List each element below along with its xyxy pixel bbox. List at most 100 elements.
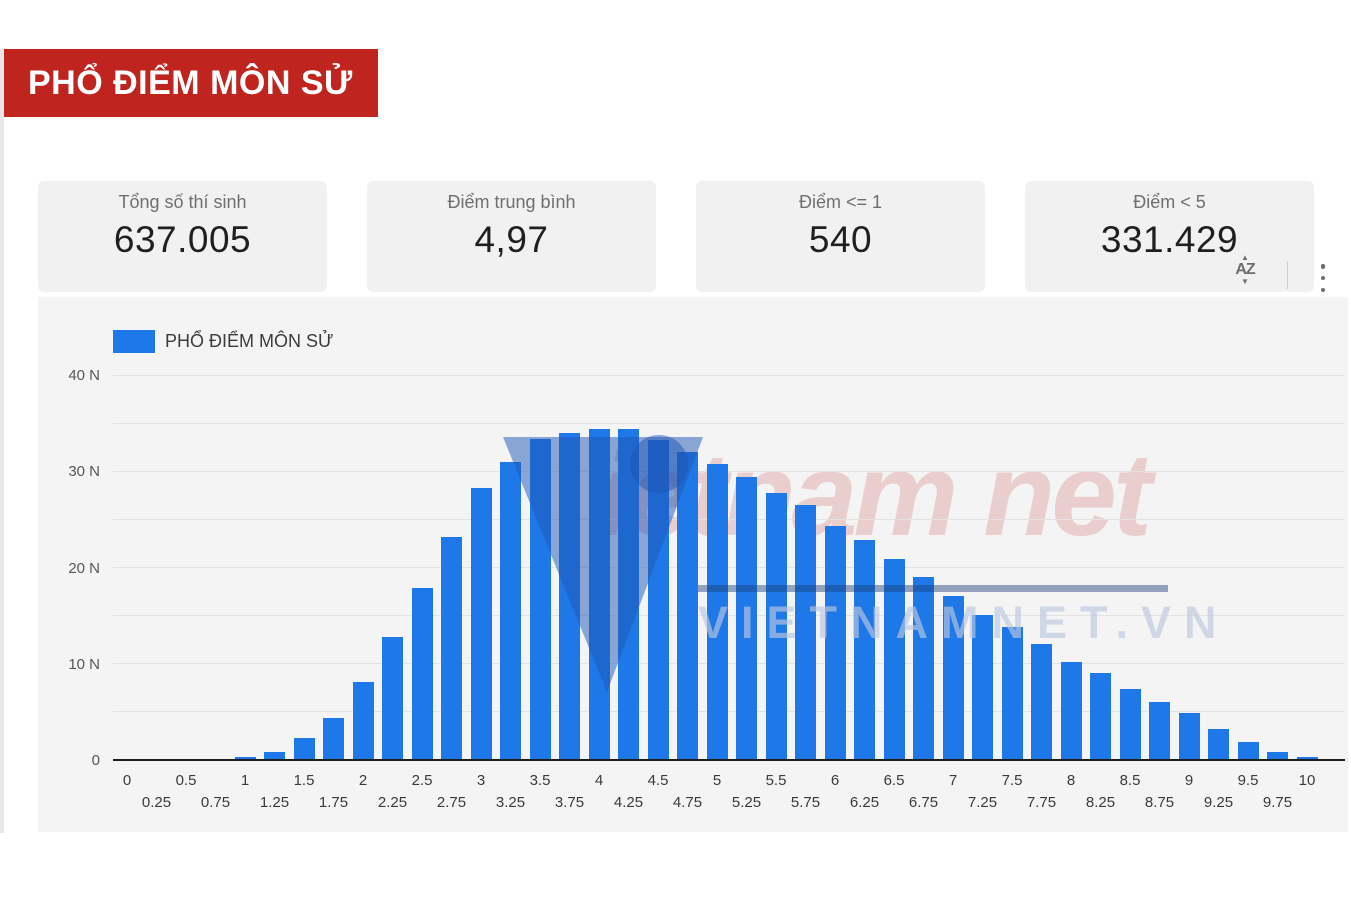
page-title-banner: PHỔ ĐIỂM MÔN SỬ [4,49,378,117]
x-axis-tick-label: 2 [358,772,368,789]
stat-label: Điểm trung bình [447,192,576,212]
bar-score-6.5[interactable] [883,558,905,760]
bar-score-3.5[interactable] [529,439,551,760]
bar-score-8.75[interactable] [1149,702,1170,760]
legend-label: PHỔ ĐIỂM MÔN SỬ [165,331,334,351]
x-axis-tick-label: 1 [240,772,250,789]
sort-up-arrow: ▲ [1241,253,1249,262]
x-axis-tick-label: 0.75 [200,794,231,811]
gridline [113,374,1345,376]
x-axis-tick-label: 1.5 [293,772,315,789]
bar-score-5.5[interactable] [765,493,787,760]
y-axis-tick-label: 10 N [68,655,100,673]
bar-score-7.25[interactable] [972,614,993,760]
bar-score-9.25[interactable] [1208,729,1229,760]
gridline [113,567,1345,568]
legend-swatch [113,330,155,353]
x-axis-tick-label: 4 [594,772,604,789]
x-axis-tick-label: 5.75 [790,794,821,811]
x-axis-tick-label: 9.25 [1203,794,1234,811]
bar-score-4.75[interactable] [677,452,698,760]
y-axis-tick-label: 40 N [68,367,100,384]
x-axis-tick-label: 3.5 [529,772,551,789]
y-axis-tick-label: 30 N [68,463,100,481]
x-axis-tick-label: 7 [948,772,958,789]
stat-value: 4,97 [474,219,549,260]
bar-score-5.25[interactable] [736,477,757,760]
toolbar-divider [1287,261,1288,289]
stats-row: Tổng số thí sinh 637.005 Điểm trung bình… [38,181,1314,292]
bar-score-6.75[interactable] [913,577,934,760]
y-axis-tick-label: 0 [91,752,100,769]
gridline [113,422,1345,424]
bar-score-3[interactable] [470,487,492,760]
bar-score-7.5[interactable] [1001,627,1023,760]
bar-score-1[interactable] [234,757,256,760]
x-axis-tick-label: 8.25 [1085,794,1116,811]
x-axis-tick-label: 5.5 [765,772,787,789]
gridline [113,470,1345,472]
x-axis-tick-label: 6 [830,772,840,789]
bar-score-5[interactable] [706,463,728,760]
bar-score-8[interactable] [1060,661,1082,760]
sort-az-label: AZ [1235,261,1255,278]
x-axis-tick-label: 7.25 [967,794,998,811]
bar-score-8.5[interactable] [1119,688,1141,760]
bar-score-7[interactable] [942,596,964,760]
sort-az-icon[interactable]: ▲ AZ ▼ [1228,254,1262,294]
x-axis-tick-label: 6.5 [883,772,905,789]
x-axis-tick-label: 6.75 [908,794,939,811]
bar-score-4.25[interactable] [618,428,639,760]
x-axis-tick-label: 3.25 [495,794,526,811]
bar-score-6[interactable] [824,526,846,760]
bar-score-2.25[interactable] [382,636,403,760]
bar-score-2.5[interactable] [411,587,433,760]
bar-score-6.25[interactable] [854,539,875,760]
x-axis-tick-label: 9.5 [1237,772,1259,789]
bar-score-8.25[interactable] [1090,673,1111,760]
x-axis-line [113,759,1345,761]
x-axis-tick-label: 7.75 [1026,794,1057,811]
bar-score-2[interactable] [352,682,374,760]
bar-score-1.75[interactable] [323,717,344,760]
x-axis-tick-label: 4.25 [613,794,644,811]
bar-score-3.75[interactable] [559,432,580,760]
x-axis-tick-label: 7.5 [1001,772,1023,789]
bar-score-1.5[interactable] [293,737,315,760]
x-axis-tick-label: 3 [476,772,486,789]
gridline [113,518,1345,520]
bar-score-1.25[interactable] [264,751,285,760]
bar-score-2.75[interactable] [441,536,462,760]
stat-card-total-candidates: Tổng số thí sinh 637.005 [38,181,327,292]
bar-score-9.75[interactable] [1267,752,1288,760]
stat-value: 331.429 [1100,219,1239,260]
bar-score-5.75[interactable] [795,504,816,760]
bar-score-7.75[interactable] [1031,643,1052,760]
x-axis-tick-label: 6.25 [849,794,880,811]
x-axis-tick-label: 8.75 [1144,794,1175,811]
bar-score-3.25[interactable] [500,461,521,760]
gridline [113,711,1345,713]
x-axis-tick-label: 2.25 [377,794,408,811]
stat-label: Tổng số thí sinh [118,192,247,212]
gridline [113,615,1345,617]
bar-score-9[interactable] [1178,712,1200,760]
x-axis-tick-label: 8 [1066,772,1076,789]
bar-score-4.5[interactable] [647,440,669,760]
stat-card-score-below-5: Điểm < 5 331.429 [1025,181,1314,292]
x-axis-tick-label: 4.75 [672,794,703,811]
stat-label: Điểm <= 1 [798,192,883,212]
kebab-menu-icon[interactable] [1318,264,1328,292]
bar-score-10[interactable] [1296,757,1318,760]
x-axis-tick-label: 1.75 [318,794,349,811]
x-axis-tick-label: 2.5 [411,772,433,789]
x-axis-tick-label: 10 [1298,772,1316,789]
x-axis-tick-label: 8.5 [1119,772,1141,789]
x-axis-tick-label: 1.25 [259,794,290,811]
page-left-edge [0,49,4,833]
x-axis-tick-label: 0.5 [175,772,197,789]
bar-score-4[interactable] [588,428,610,760]
bar-score-9.5[interactable] [1237,741,1259,760]
chart-panel: PHỔ ĐIỂM MÔN SỬ ietnam net 0 10 N 20 N 30 N… [38,297,1348,832]
